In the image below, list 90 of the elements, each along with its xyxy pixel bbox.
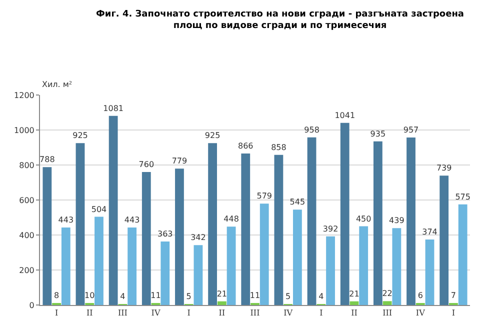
- bar: [217, 301, 226, 305]
- y-tick-label: 1000: [14, 126, 34, 135]
- bar: [42, 167, 52, 305]
- data-label: 342: [190, 233, 206, 242]
- x-tick-label: I: [187, 308, 190, 318]
- bar: [406, 138, 416, 305]
- y-tick-label: 200: [19, 266, 34, 275]
- bar: [373, 141, 382, 305]
- data-label: 579: [256, 192, 272, 201]
- bar: [392, 228, 402, 305]
- bar: [326, 236, 335, 305]
- data-label: 21: [349, 289, 360, 298]
- data-label: 363: [158, 229, 173, 238]
- y-tick-label: 600: [19, 196, 34, 205]
- bar: [61, 227, 70, 305]
- data-label: 7: [450, 291, 456, 300]
- x-tick-label: III: [382, 308, 392, 318]
- data-label: 448: [224, 214, 239, 224]
- bar: [108, 116, 118, 305]
- data-label: 1081: [103, 104, 124, 113]
- data-label: 439: [389, 216, 404, 226]
- data-label: 925: [204, 131, 220, 140]
- data-label: 866: [238, 141, 254, 150]
- x-tick-label: II: [86, 308, 93, 318]
- bar: [160, 241, 170, 305]
- data-label: 374: [422, 228, 438, 237]
- data-label: 4: [120, 292, 126, 301]
- x-tick-label: II: [218, 308, 226, 318]
- data-label: 10: [84, 291, 95, 300]
- x-tick-label: I: [320, 308, 323, 318]
- data-label: 575: [455, 192, 470, 202]
- bar: [241, 153, 250, 305]
- y-tick-label: 0: [29, 300, 34, 310]
- data-label: 6: [418, 291, 423, 300]
- data-label: 392: [322, 224, 338, 234]
- data-label: 450: [356, 214, 372, 224]
- bar: [440, 176, 449, 305]
- data-label: 925: [72, 131, 88, 140]
- data-label: 739: [436, 164, 452, 173]
- data-label: 957: [403, 126, 419, 135]
- y-tick-label: 400: [19, 230, 34, 240]
- data-label: 4: [318, 292, 324, 301]
- bar: [260, 204, 269, 305]
- bar: [94, 216, 104, 305]
- bar: [175, 168, 184, 305]
- data-label: 22: [382, 289, 392, 298]
- bar: [382, 301, 392, 305]
- x-tick-label: IV: [151, 308, 160, 318]
- y-tick-label: 1200: [14, 90, 34, 100]
- bar: [340, 122, 350, 305]
- data-label: 5: [186, 292, 192, 301]
- data-label: 788: [40, 155, 55, 164]
- data-label: 443: [124, 215, 140, 224]
- x-tick-label: I: [54, 308, 58, 318]
- y-axis-title: Хил. м²: [42, 80, 72, 89]
- data-label: 5: [286, 292, 291, 301]
- bar: [307, 137, 316, 305]
- x-tick-label: III: [250, 308, 260, 318]
- data-label: 779: [172, 156, 188, 166]
- x-tick-label: II: [351, 308, 358, 318]
- bar: [293, 210, 302, 305]
- y-tick-label: 800: [19, 160, 34, 170]
- data-label: 545: [290, 198, 306, 207]
- chart-title: Фиг. 4. Започнато строителство на нови сгради - разгъната застроена площ по видове сгради и по тримесечия: [96, 10, 464, 32]
- bar: [194, 245, 203, 305]
- data-label: 935: [370, 129, 386, 138]
- x-tick-label: IV: [416, 308, 426, 318]
- bar: [76, 143, 85, 305]
- bar: [274, 154, 284, 305]
- x-tick-label: III: [118, 308, 128, 318]
- bar: [458, 204, 468, 305]
- bar: [359, 226, 368, 305]
- bar: [350, 301, 359, 305]
- x-tick-label: IV: [284, 308, 293, 318]
- data-label: 443: [58, 215, 74, 224]
- x-tick-label: I: [452, 308, 456, 318]
- bar: [226, 226, 236, 305]
- bar: [128, 227, 137, 305]
- data-label: 760: [138, 160, 154, 169]
- bar: [208, 143, 217, 305]
- data-label: 21: [216, 289, 228, 298]
- data-label: 11: [250, 291, 260, 300]
- data-label: 11: [150, 291, 161, 300]
- data-label: 504: [91, 204, 107, 214]
- bar: [425, 240, 434, 305]
- data-label: 1041: [334, 110, 356, 120]
- data-label: 8: [54, 291, 60, 300]
- bar: [142, 172, 151, 305]
- data-label: 858: [271, 142, 286, 152]
- data-label: 958: [304, 125, 320, 134]
